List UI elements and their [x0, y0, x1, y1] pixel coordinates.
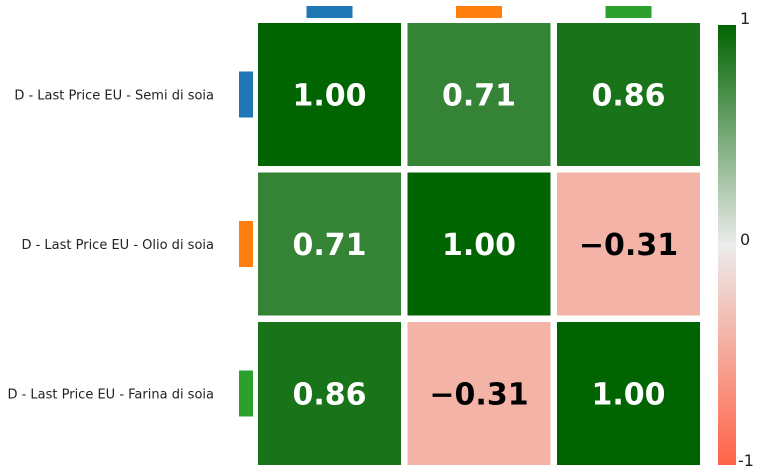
cell-value-label-1-1: 1.00 — [442, 228, 516, 263]
cell-value-label-0-0: 1.00 — [292, 79, 366, 114]
cell-value-label-0-1: 0.71 — [442, 79, 516, 114]
heatmap-cell-0-2 — [557, 23, 700, 166]
column-marker-1 — [456, 6, 502, 18]
cell-value-label-2-2: 1.00 — [591, 378, 665, 413]
cell-value-label-1-2: −0.31 — [579, 228, 678, 263]
row-color-markers — [239, 71, 253, 417]
heatmap-cell-2-1 — [407, 322, 551, 465]
colorbar-max-label: 1 — [740, 9, 750, 28]
colorbar-gradient — [718, 25, 736, 465]
column-color-markers — [306, 6, 652, 18]
colorbar-mid-label: 0 — [740, 230, 750, 249]
column-marker-2 — [605, 6, 652, 18]
row-marker-1 — [239, 221, 253, 267]
heatmap-cell-1-1 — [407, 172, 551, 316]
cell-value-label-2-1: −0.31 — [429, 378, 528, 413]
heatmap-cells: 1.00 0.71 0.86 0.71 1.00 −0.31 0.86 −0.31 1.00 — [258, 23, 700, 465]
heatmap-cell-0-0 — [258, 23, 401, 166]
row-label-0: D - Last Price EU - Semi di soia — [14, 89, 214, 104]
heatmap-cell-2-2 — [557, 322, 700, 465]
row-label-2: D - Last Price EU - Farina di soia — [7, 388, 214, 403]
row-marker-0 — [239, 71, 253, 118]
heatmap-cell-1-0 — [258, 172, 401, 316]
cell-value-label-1-0: 0.71 — [292, 228, 366, 263]
heatmap-cell-1-2 — [557, 172, 700, 316]
row-labels: D - Last Price EU - Semi di soia D - Last… — [7, 89, 214, 403]
heatmap-cell-0-1 — [407, 23, 551, 166]
cell-value-label-2-0: 0.86 — [292, 378, 366, 413]
cell-value-label-0-2: 0.86 — [591, 79, 665, 114]
colorbar: 1 0 -1 — [718, 9, 754, 470]
colorbar-min-label: -1 — [738, 451, 754, 470]
row-label-1: D - Last Price EU - Olio di soia — [21, 238, 214, 253]
heatmap-cell-2-0 — [258, 322, 401, 465]
row-marker-2 — [239, 370, 253, 417]
column-marker-0 — [306, 6, 353, 18]
